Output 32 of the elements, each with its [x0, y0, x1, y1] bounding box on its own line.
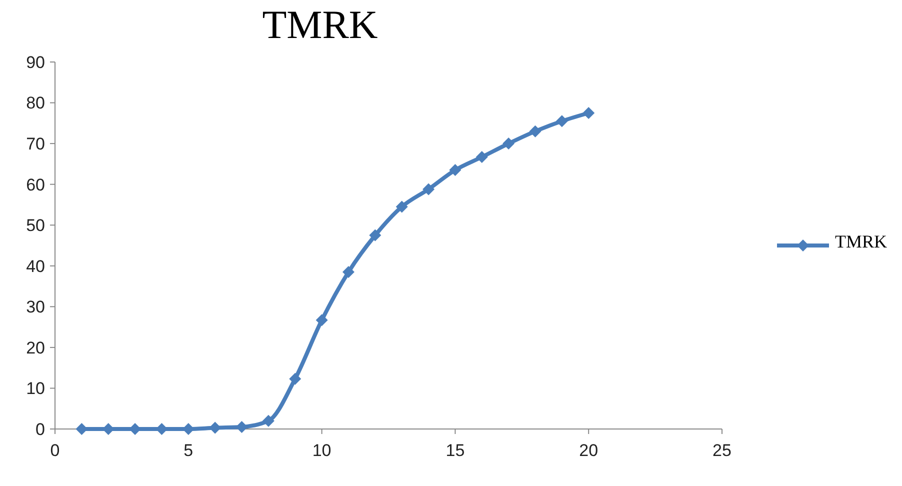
point — [262, 414, 274, 427]
x-tick-label: 20 — [579, 441, 598, 460]
point — [556, 115, 568, 128]
point — [369, 229, 382, 242]
x-tick-label: 15 — [446, 441, 465, 460]
x-tick-label: 10 — [312, 441, 332, 460]
y-tick-label: 50 — [26, 216, 45, 236]
x-tick-label: 5 — [184, 441, 194, 460]
point — [422, 183, 435, 196]
point — [529, 125, 542, 138]
point — [476, 151, 488, 164]
y-tick-label: 80 — [26, 94, 45, 113]
chart-title: TMRK — [262, 2, 378, 47]
point — [396, 200, 408, 213]
point — [449, 164, 462, 176]
y-tick-label: 40 — [26, 256, 45, 276]
y-tick-label: 0 — [36, 420, 45, 439]
point — [316, 314, 328, 326]
y-tick-label: 20 — [26, 338, 45, 358]
legend-label: TMRK — [835, 231, 888, 252]
point — [289, 372, 302, 385]
point — [342, 266, 354, 278]
x-tick-label: 0 — [50, 441, 60, 460]
y-tick-label: 30 — [26, 298, 45, 317]
y-tick-label: 70 — [26, 134, 45, 154]
x-tick-label: 25 — [712, 441, 732, 460]
y-tick-label: 10 — [26, 379, 45, 398]
point — [582, 106, 595, 119]
point — [236, 420, 248, 433]
point — [502, 138, 515, 150]
y-tick-label: 60 — [26, 175, 45, 194]
y-tick-label: 90 — [26, 52, 45, 72]
